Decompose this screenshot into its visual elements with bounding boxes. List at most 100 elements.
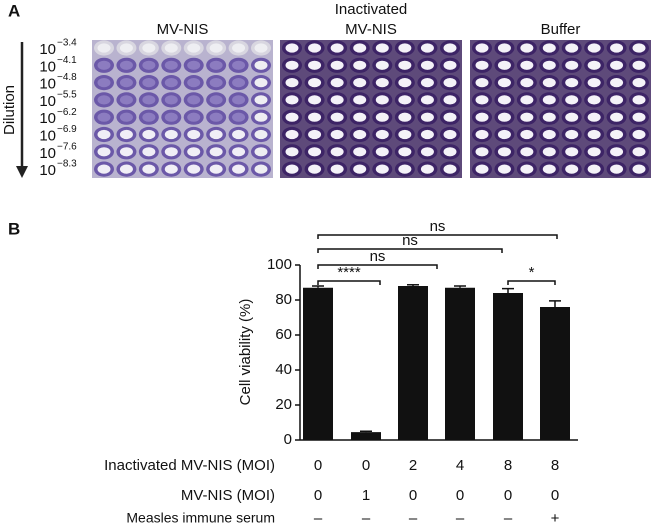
- condition-value: 0: [456, 487, 464, 504]
- well-center: [610, 95, 624, 105]
- well-center: [587, 60, 601, 70]
- dilution-base: 10: [39, 93, 56, 110]
- well-center: [353, 95, 367, 105]
- well-center: [443, 43, 457, 53]
- well-center: [475, 112, 489, 122]
- well-center: [632, 95, 646, 105]
- well-center: [232, 95, 246, 105]
- well-center: [232, 78, 246, 88]
- well-center: [353, 147, 367, 157]
- condition-value: 8: [551, 457, 559, 474]
- well-center: [119, 164, 133, 174]
- well-center: [475, 78, 489, 88]
- well-center: [420, 78, 434, 88]
- y-tick-label: 40: [275, 361, 292, 378]
- well-center: [497, 78, 511, 88]
- well-center: [587, 95, 601, 105]
- well-center: [497, 95, 511, 105]
- well-center: [398, 112, 412, 122]
- well-center: [308, 147, 322, 157]
- well-center: [353, 129, 367, 140]
- condition-name: Measles immune serum: [126, 510, 275, 526]
- well-center: [254, 95, 268, 105]
- condition-value: 0: [504, 487, 512, 504]
- well-center: [587, 164, 601, 174]
- well-center: [420, 147, 434, 157]
- well-center: [285, 78, 299, 88]
- well-center: [375, 43, 389, 53]
- y-tick-label: 80: [275, 291, 292, 308]
- well-center: [330, 129, 344, 140]
- plate-title: Inactivated: [335, 1, 408, 18]
- well-center: [254, 60, 268, 70]
- well-center: [232, 60, 246, 70]
- well-center: [542, 164, 556, 174]
- well-center: [353, 43, 367, 53]
- well-center: [119, 112, 133, 122]
- well-center: [285, 112, 299, 122]
- well-center: [565, 147, 579, 157]
- well-center: [254, 147, 268, 157]
- well-center: [308, 95, 322, 105]
- well-center: [187, 43, 201, 53]
- well-center: [610, 60, 624, 70]
- well-center: [119, 95, 133, 105]
- dilution-base: 10: [39, 76, 56, 93]
- significance-bracket: [317, 264, 438, 269]
- significance-bracket: [317, 248, 503, 253]
- well-center: [308, 164, 322, 174]
- well-center: [285, 129, 299, 140]
- well-center: [187, 129, 201, 140]
- well-center: [420, 129, 434, 140]
- well-center: [142, 164, 156, 174]
- well-center: [443, 78, 457, 88]
- significance-bracket: [317, 234, 558, 239]
- well-center: [420, 43, 434, 53]
- well-center: [398, 95, 412, 105]
- well-center: [254, 129, 268, 140]
- well-center: [375, 112, 389, 122]
- well-center: [308, 112, 322, 122]
- well-center: [254, 164, 268, 174]
- well-center: [209, 164, 223, 174]
- well-center: [209, 95, 223, 105]
- well-center: [232, 164, 246, 174]
- well-center: [97, 78, 111, 88]
- well-center: [587, 147, 601, 157]
- well-center: [632, 43, 646, 53]
- condition-value: 4: [456, 457, 464, 474]
- dilution-base: 10: [39, 145, 56, 162]
- well-center: [353, 112, 367, 122]
- well-center: [308, 78, 322, 88]
- well-center: [565, 78, 579, 88]
- y-tick-label: 0: [284, 431, 292, 448]
- dilution-exponent: −5.5: [57, 90, 77, 101]
- condition-value: –: [314, 510, 323, 527]
- well-center: [610, 43, 624, 53]
- well-center: [142, 60, 156, 70]
- well-center: [520, 147, 534, 157]
- well-center: [187, 78, 201, 88]
- dilution-base: 10: [39, 162, 56, 179]
- well-center: [164, 43, 178, 53]
- well-center: [308, 60, 322, 70]
- well-center: [330, 43, 344, 53]
- condition-value: 0: [314, 487, 322, 504]
- condition-name: MV-NIS (MOI): [181, 487, 275, 504]
- error-bar: [502, 287, 514, 293]
- well-center: [420, 95, 434, 105]
- well-center: [520, 60, 534, 70]
- well-center: [398, 164, 412, 174]
- well-center: [443, 164, 457, 174]
- condition-value: –: [456, 510, 465, 527]
- dilution-exponent: −4.8: [57, 72, 77, 83]
- well-center: [542, 129, 556, 140]
- well-center: [443, 129, 457, 140]
- well-center: [632, 129, 646, 140]
- condition-value: 2: [409, 457, 417, 474]
- well-center: [542, 78, 556, 88]
- y-tick-label: 60: [275, 326, 292, 343]
- well-center: [254, 112, 268, 122]
- well-center: [209, 43, 223, 53]
- well-center: [610, 147, 624, 157]
